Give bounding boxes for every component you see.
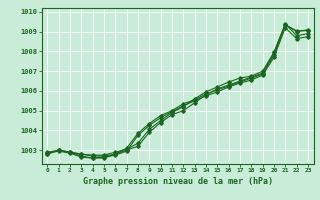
X-axis label: Graphe pression niveau de la mer (hPa): Graphe pression niveau de la mer (hPa): [83, 177, 273, 186]
